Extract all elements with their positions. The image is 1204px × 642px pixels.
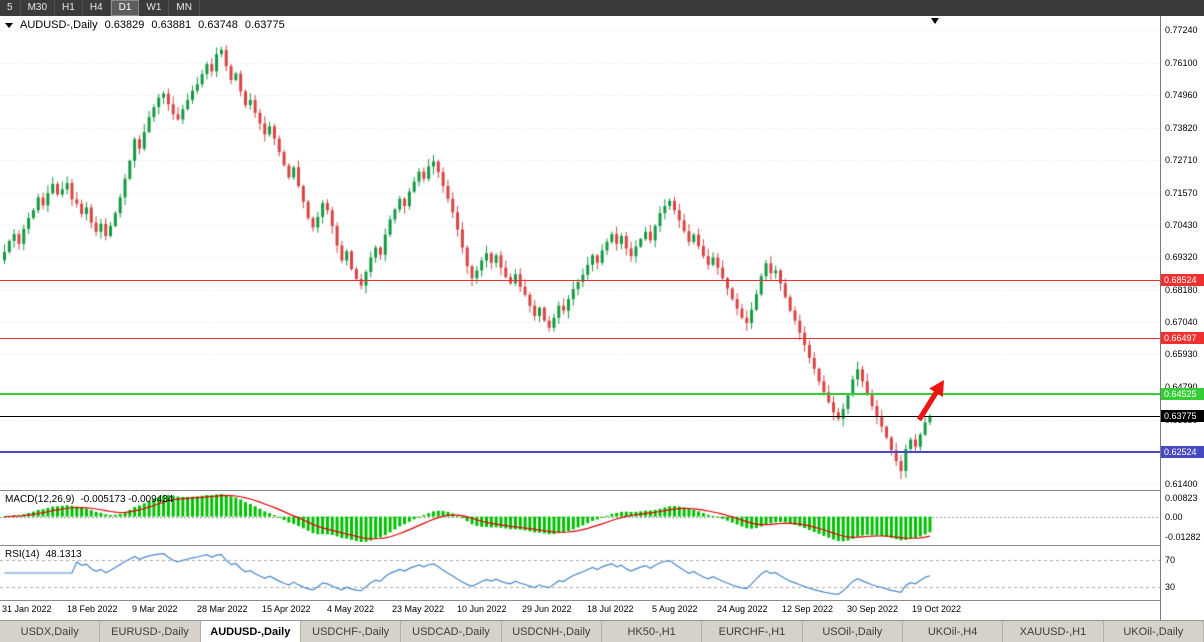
price-tag-0.66497: 0.66497 xyxy=(1161,331,1204,344)
candlestick-chart-canvas[interactable] xyxy=(0,16,1160,490)
timeframe-button-w1[interactable]: W1 xyxy=(139,0,170,16)
price-axis-label: 0.64790 xyxy=(1165,381,1198,392)
chart-tab-usdcad-daily[interactable]: USDCAD-,Daily xyxy=(401,621,502,642)
chart-tab-usdx-daily[interactable]: USDX,Daily xyxy=(0,621,101,642)
macd-values: -0.005173 -0.009434 xyxy=(80,494,174,505)
horizontal-line-0.66497[interactable] xyxy=(0,337,1160,339)
time-axis-label: 15 Apr 2022 xyxy=(262,604,311,614)
price-axis-label: 0.65930 xyxy=(1165,349,1198,360)
macd-pane-label: MACD(12,26,9) -0.005173 -0.009434 xyxy=(5,494,173,505)
chart-shift-marker-icon[interactable] xyxy=(931,18,939,24)
price-tag-0.63775: 0.63775 xyxy=(1161,409,1204,422)
price-tag-0.62524: 0.62524 xyxy=(1161,445,1204,458)
time-axis-label: 4 May 2022 xyxy=(327,604,375,614)
horizontal-line-0.68524[interactable] xyxy=(0,279,1160,281)
chart-tab-usdchf-daily[interactable]: USDCHF-,Daily xyxy=(301,621,402,642)
time-axis[interactable]: 31 Jan 2022 18 Feb 2022 9 Mar 2022 28 Mar 2… xyxy=(0,602,1160,618)
time-axis-label: 28 Mar 2022 xyxy=(197,604,248,614)
horizontal-line-0.62524[interactable] xyxy=(0,450,1160,453)
price-axis-label: 0.69320 xyxy=(1165,252,1198,262)
chart-tab-hk50-h1[interactable]: HK50-,H1 xyxy=(602,621,703,642)
macd-indicator-canvas[interactable] xyxy=(0,491,1160,545)
rsi-name: RSI(14) xyxy=(5,549,40,560)
time-axis-label: 29 Jun 2022 xyxy=(522,604,572,614)
rsi-pane-label: RSI(14) 48.1313 xyxy=(5,549,82,560)
time-axis-label: 31 Jan 2022 xyxy=(2,604,52,614)
chart-title: AUDUSD-,Daily xyxy=(20,19,98,31)
price-tag-0.68524: 0.68524 xyxy=(1161,273,1204,286)
chart-tab-eurusd-daily[interactable]: EURUSD-,Daily xyxy=(100,621,201,642)
chart-tab-eurchf-h1[interactable]: EURCHF-,H1 xyxy=(702,621,803,642)
timeframe-button-d1[interactable]: D1 xyxy=(110,0,140,16)
chart-area[interactable]: AUDUSD-,Daily 0.63829 0.63881 0.63748 0.… xyxy=(0,16,1204,620)
chart-tab-audusd-daily[interactable]: AUDUSD-,Daily xyxy=(200,621,301,642)
price-axis[interactable]: 0.77240 0.76100 0.74960 0.73820 0.72710 0.715… xyxy=(1160,16,1204,620)
chart-tab-usdcnh-daily[interactable]: USDCNH-,Daily xyxy=(502,621,602,642)
timeframe-button-mn[interactable]: MN xyxy=(169,0,200,16)
chart-tab-usoil-daily[interactable]: USOil-,Daily xyxy=(803,621,903,642)
price-axis-label: 0.77240 xyxy=(1165,25,1198,36)
rsi-level-label: 70 xyxy=(1165,554,1176,565)
symbol-dropdown-icon[interactable] xyxy=(5,23,13,28)
price-axis-label: 0.71570 xyxy=(1165,187,1198,198)
rsi-indicator-canvas[interactable] xyxy=(0,546,1160,600)
horizontal-line-0.64525[interactable] xyxy=(0,393,1160,396)
time-axis-label: 5 Aug 2022 xyxy=(652,604,698,614)
price-axis-label: 0.61400 xyxy=(1165,478,1198,489)
time-axis-label: 24 Aug 2022 xyxy=(717,604,768,614)
rsi-level-label: 30 xyxy=(1165,581,1176,592)
price-axis-label: 0.68180 xyxy=(1165,284,1198,295)
time-axis-label: 19 Oct 2022 xyxy=(912,604,962,614)
price-tag-0.64525: 0.64525 xyxy=(1161,388,1204,401)
time-axis-label: 23 May 2022 xyxy=(392,604,445,614)
time-axis-label: 12 Sep 2022 xyxy=(782,604,834,614)
pane-separator[interactable] xyxy=(0,600,1204,601)
macd-name: MACD(12,26,9) xyxy=(5,494,75,505)
pane-separator[interactable] xyxy=(0,545,1204,546)
price-axis-label: 0.70430 xyxy=(1165,220,1198,231)
price-axis-label: 0.76100 xyxy=(1165,57,1198,68)
time-axis-label: 18 Jul 2022 xyxy=(587,604,634,614)
bar-open-value: 0.63829 xyxy=(104,19,145,31)
chart-tab-ukoil-daily[interactable]: UKOil-,Daily xyxy=(1104,621,1204,642)
bar-close-value: 0.63775 xyxy=(244,19,285,31)
chart-tab-xauusd-h1[interactable]: XAUUSD-,H1 xyxy=(1003,621,1104,642)
time-axis-label: 9 Mar 2022 xyxy=(132,604,178,614)
price-axis-label: 0.73820 xyxy=(1165,123,1198,134)
macd-axis-label: 0.00823 xyxy=(1165,493,1198,503)
timeframe-toolbar: 5 M30 H1 H4 D1 W1 MN xyxy=(0,0,1204,16)
up-arrow-annotation[interactable] xyxy=(914,376,958,434)
price-axis-label: 0.67040 xyxy=(1165,317,1198,328)
chart-tabs-bar: USDX,Daily EURUSD-,Daily AUDUSD-,Daily USDC… xyxy=(0,620,1204,642)
rsi-value: 48.1313 xyxy=(45,549,82,560)
time-axis-label: 18 Feb 2022 xyxy=(67,604,118,614)
horizontal-line-0.63775[interactable] xyxy=(0,415,1160,417)
timeframe-button-m30[interactable]: M30 xyxy=(21,0,56,16)
bar-low-value: 0.63748 xyxy=(198,19,238,31)
pane-separator[interactable] xyxy=(0,490,1204,491)
price-axis-label: 0.72710 xyxy=(1165,154,1198,165)
price-axis-label: 0.74960 xyxy=(1165,90,1198,101)
time-axis-label: 10 Jun 2022 xyxy=(457,604,507,614)
macd-axis-label: 0.00 xyxy=(1165,511,1183,522)
timeframe-button-h4[interactable]: H4 xyxy=(83,0,111,16)
chart-header: AUDUSD-,Daily 0.63829 0.63881 0.63748 0.… xyxy=(5,19,285,31)
bar-high-value: 0.63881 xyxy=(151,19,192,31)
macd-axis-label: -0.01282 xyxy=(1165,532,1201,542)
time-axis-label: 30 Sep 2022 xyxy=(847,604,899,614)
timeframe-button-h1[interactable]: H1 xyxy=(55,0,83,16)
timeframe-button-5[interactable]: 5 xyxy=(0,0,21,16)
chart-tab-ukoil-h4[interactable]: UKOil-,H4 xyxy=(903,621,1004,642)
